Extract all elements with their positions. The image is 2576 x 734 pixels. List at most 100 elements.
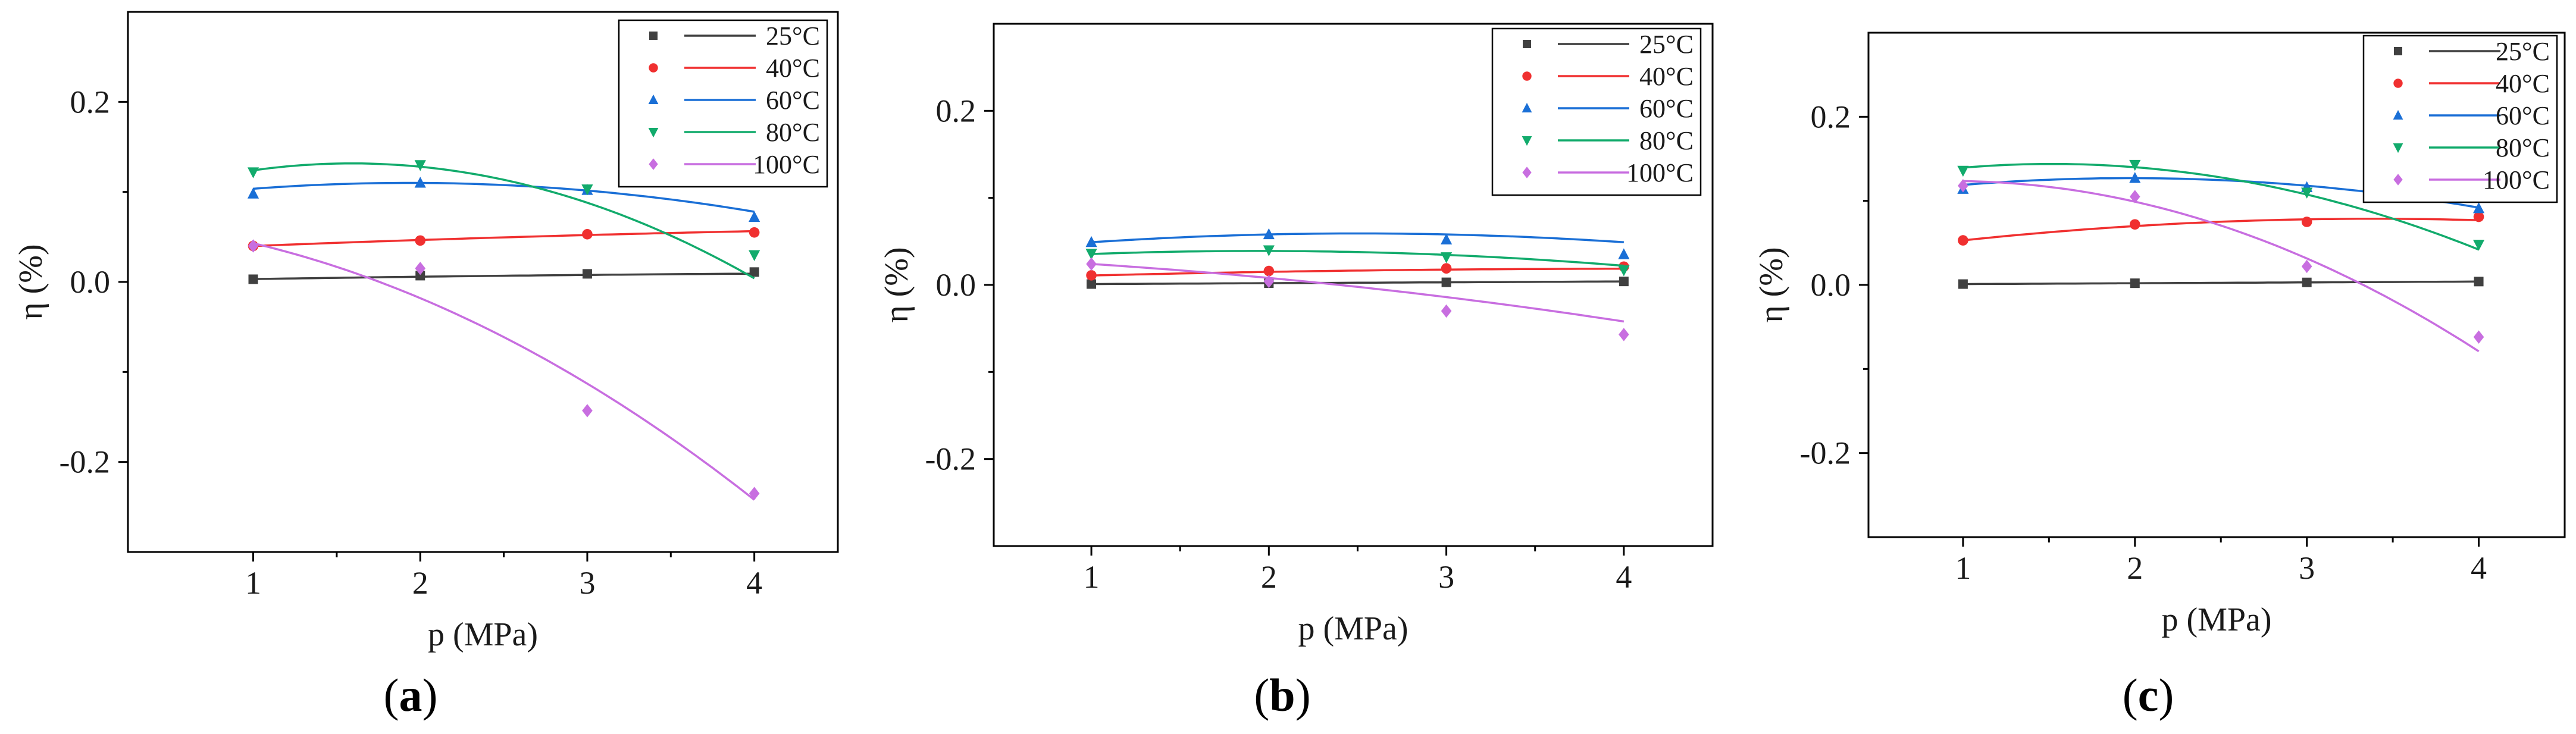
legend-label: 25°C xyxy=(2496,37,2550,66)
data-point-100°C xyxy=(1263,274,1275,288)
data-point-80°C xyxy=(581,184,593,196)
data-point-100°C xyxy=(248,239,259,253)
legend-marker-100°C xyxy=(2393,174,2403,186)
x-tick-label: 3 xyxy=(2299,550,2315,586)
legend-label: 80°C xyxy=(1639,126,1694,155)
data-point-100°C xyxy=(1086,257,1097,271)
series-line-25°C xyxy=(1091,280,1624,286)
x-axis-title: p (MPa) xyxy=(2161,601,2271,638)
legend-label: 40°C xyxy=(1639,62,1694,91)
y-tick-label: 0.0 xyxy=(936,267,976,303)
series-line-80°C xyxy=(1962,162,2480,251)
data-point-60°C xyxy=(1263,228,1275,240)
data-point-80°C xyxy=(1263,245,1275,256)
data-point-80°C xyxy=(414,160,426,171)
x-tick-label: 3 xyxy=(579,565,595,601)
y-tick-label: -0.2 xyxy=(925,441,976,477)
x-tick-label: 3 xyxy=(1438,559,1454,595)
data-point-60°C xyxy=(1440,233,1453,244)
y-tick-label: 0.2 xyxy=(936,93,976,128)
series-line-40°C xyxy=(1091,268,1624,277)
legend-marker-100°C xyxy=(1522,167,1532,178)
data-point-25°C xyxy=(1958,279,1968,289)
y-tick-label: 0.0 xyxy=(1811,267,1851,303)
x-tick-label: 2 xyxy=(2127,550,2143,586)
panel-c: 1 2 3 4 0.2 0.0 -0.2 p (MPa) η (%) 25°C 40°C 60°C 80… xyxy=(1753,32,2566,721)
panel-label: (a) xyxy=(384,669,438,721)
legend-marker-25°C xyxy=(2394,47,2402,55)
legend-label: 80°C xyxy=(2496,133,2550,162)
data-point-25°C xyxy=(2302,277,2312,287)
y-axis-title: η (%) xyxy=(878,247,915,322)
data-point-80°C xyxy=(247,167,259,178)
x-tick-label: 4 xyxy=(1616,559,1632,595)
series-line-80°C xyxy=(1091,250,1625,267)
data-point-100°C xyxy=(1958,179,1968,193)
legend-marker-80°C xyxy=(2393,143,2403,153)
data-point-80°C xyxy=(749,250,760,261)
data-point-25°C xyxy=(248,274,258,284)
legend-marker-100°C xyxy=(649,158,658,170)
x-tick-label: 1 xyxy=(1955,550,1971,586)
series-line-100°C xyxy=(1962,180,2480,353)
legend-label: 25°C xyxy=(1639,30,1694,59)
y-axis-title: η (%) xyxy=(1753,247,1790,322)
series-line-40°C xyxy=(253,230,755,247)
panel-b: 1 2 3 4 0.2 0.0 -0.2 p (MPa) η (%) 25°C 40°C 60°C 80… xyxy=(878,23,1714,721)
data-point-100°C xyxy=(1441,304,1452,318)
data-point-60°C xyxy=(1618,248,1630,259)
data-point-60°C xyxy=(2129,172,2141,183)
data-point-25°C xyxy=(1087,279,1097,289)
legend-label: 60°C xyxy=(1639,94,1694,123)
data-point-25°C xyxy=(415,271,425,281)
data-point-60°C xyxy=(247,187,259,199)
legend-label: 25°C xyxy=(766,21,820,51)
data-point-40°C xyxy=(1958,235,1968,246)
y-tick-label: -0.2 xyxy=(60,444,110,480)
legend-label: 100°C xyxy=(2483,165,2550,195)
data-point-100°C xyxy=(2473,330,2484,344)
legend-label: 80°C xyxy=(766,118,820,147)
x-axis-title: p (MPa) xyxy=(1298,610,1408,647)
data-point-80°C xyxy=(2472,240,2485,251)
y-tick-label: 0.2 xyxy=(70,84,111,120)
panel-label: (b) xyxy=(1254,669,1310,721)
x-tick-label: 1 xyxy=(1084,559,1100,595)
data-point-25°C xyxy=(2474,277,2484,287)
y-tick-label: 0.0 xyxy=(70,264,111,300)
legend-marker-40°C xyxy=(2393,79,2403,88)
data-point-60°C xyxy=(2472,202,2485,214)
legend-marker-60°C xyxy=(1522,102,1532,112)
data-point-25°C xyxy=(2130,278,2140,288)
legend-marker-60°C xyxy=(2393,109,2403,120)
legend-marker-80°C xyxy=(1522,136,1532,146)
data-point-60°C xyxy=(749,211,760,222)
data-point-60°C xyxy=(1085,236,1097,247)
y-axis-title: η (%) xyxy=(12,244,49,319)
data-point-60°C xyxy=(414,177,426,188)
x-tick-label: 1 xyxy=(245,565,261,601)
data-point-40°C xyxy=(749,227,760,238)
data-point-100°C xyxy=(415,262,426,275)
data-point-80°C xyxy=(1957,165,1969,177)
data-point-100°C xyxy=(2129,190,2140,203)
data-point-25°C xyxy=(749,267,759,277)
x-tick-label: 2 xyxy=(1261,559,1277,595)
data-point-40°C xyxy=(1441,263,1452,274)
data-point-25°C xyxy=(1441,277,1451,287)
data-point-80°C xyxy=(1618,265,1630,277)
data-point-80°C xyxy=(2301,187,2313,199)
x-tick-label: 4 xyxy=(2471,550,2487,586)
data-point-100°C xyxy=(2301,259,2312,274)
panel-label: (c) xyxy=(2123,669,2174,721)
data-point-25°C xyxy=(1619,277,1629,287)
data-point-40°C xyxy=(582,228,593,240)
series-line-25°C xyxy=(253,272,755,280)
panel-a: 1 2 3 4 0.2 0.0 -0.2 p (MPa) η (%) 25°C 40°C 60°C 80… xyxy=(12,11,839,721)
legend-marker-25°C xyxy=(649,32,658,40)
series-line-80°C xyxy=(253,162,755,280)
data-point-100°C xyxy=(749,487,760,500)
data-point-25°C xyxy=(582,269,592,279)
legend-marker-25°C xyxy=(1523,40,1531,48)
series-line-100°C xyxy=(253,242,755,501)
